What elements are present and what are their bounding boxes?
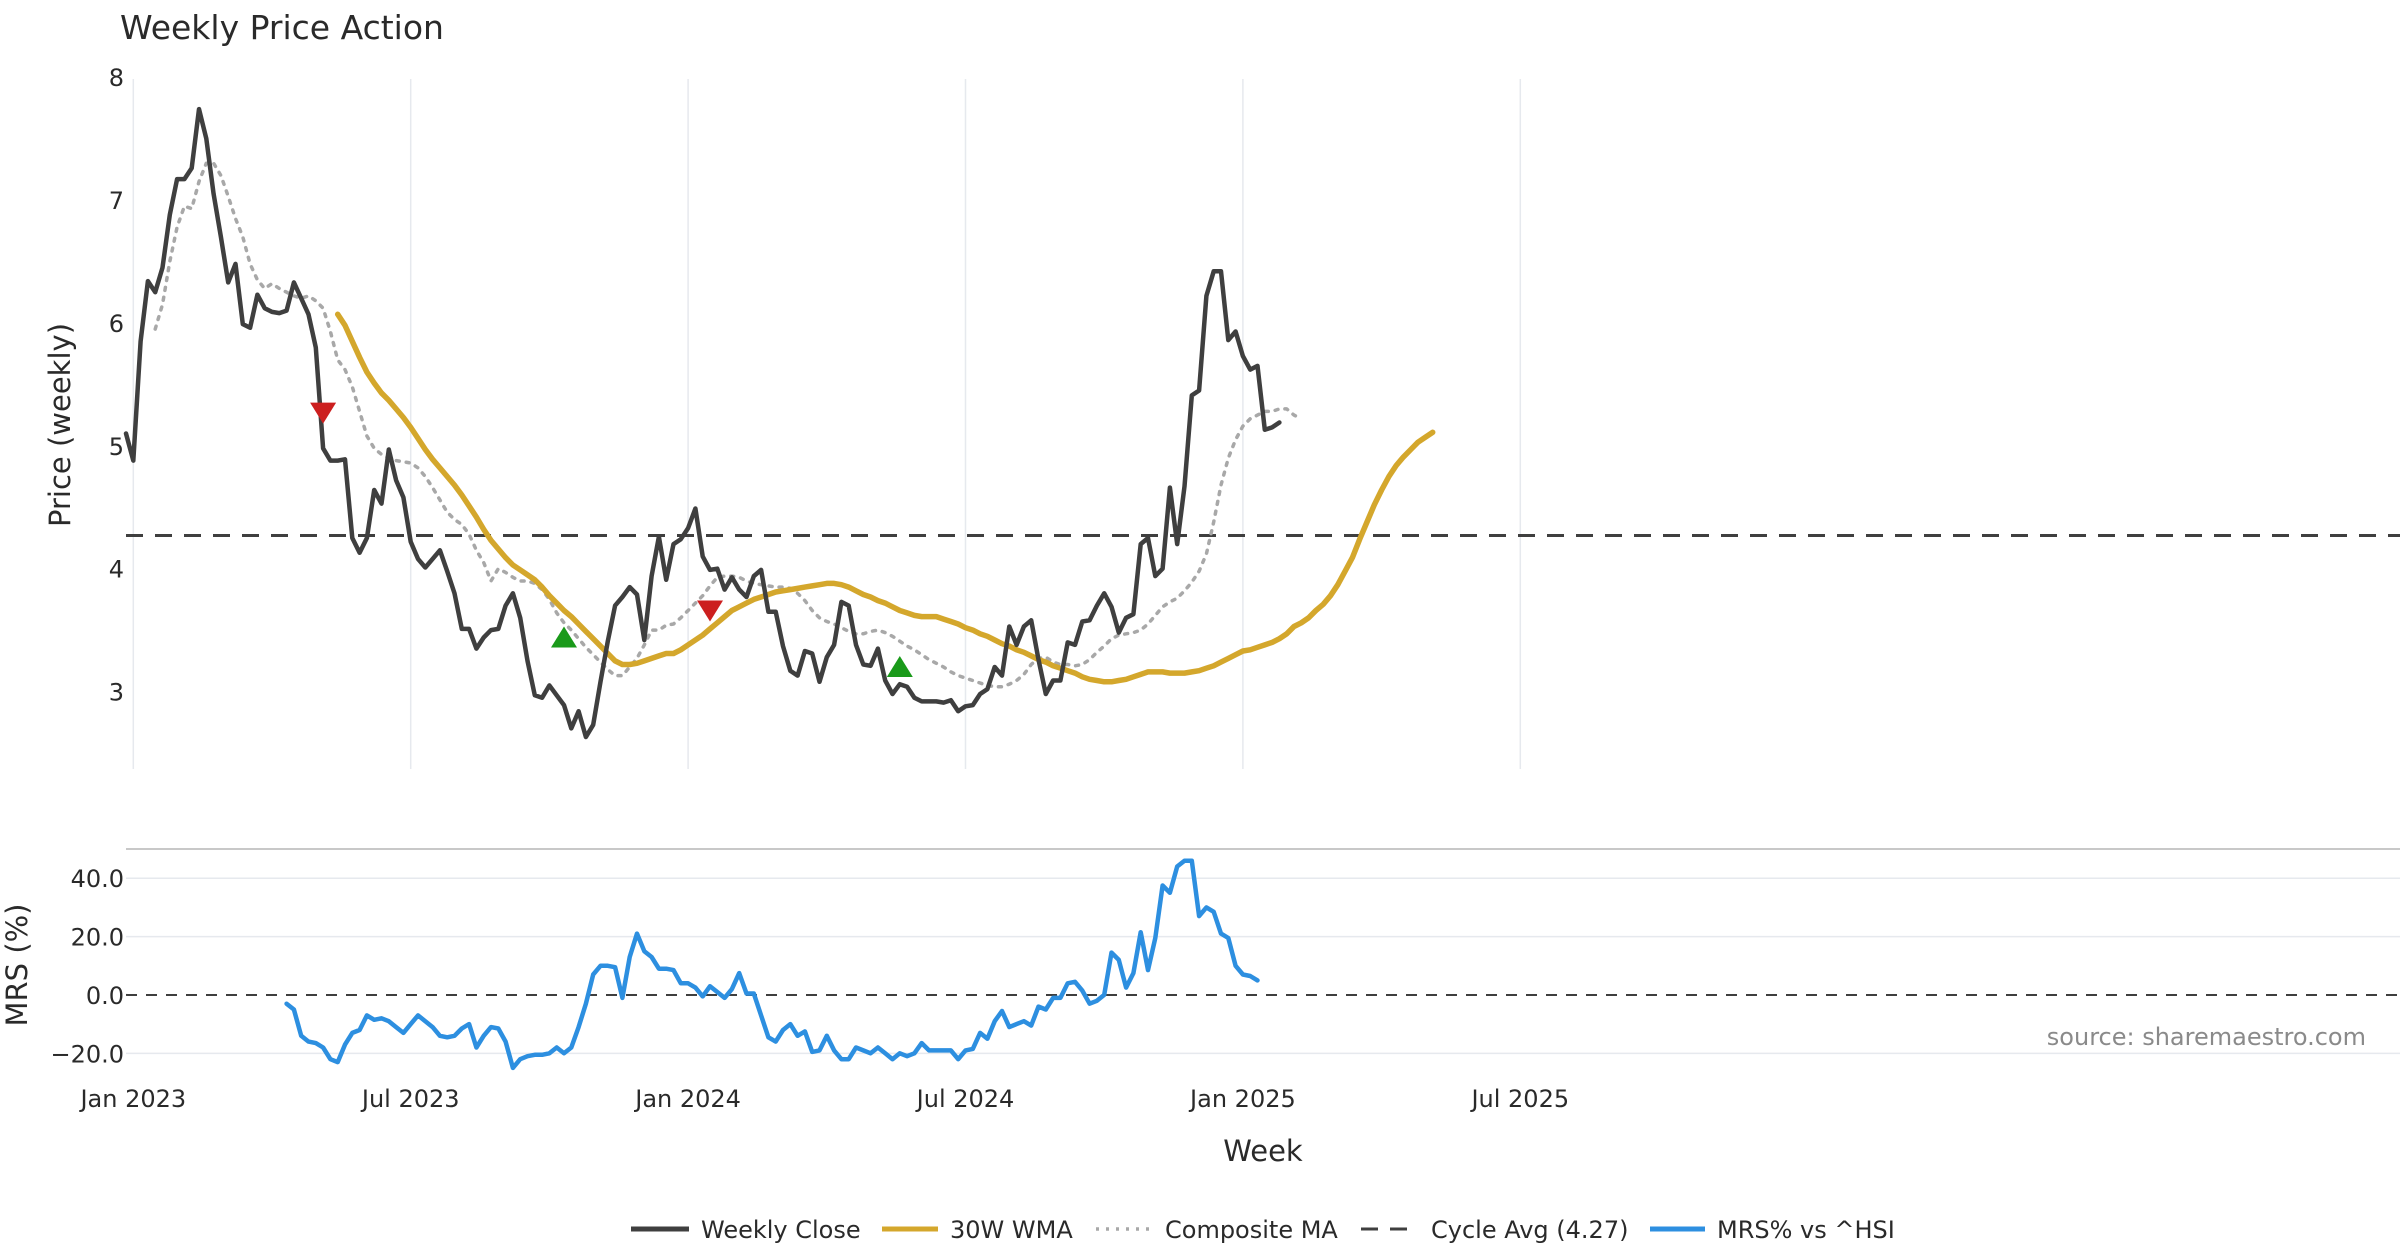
price-y-tick-label: 6 xyxy=(109,310,124,338)
tick-layer: Jan 2023 Jul 2023 Jan 2024 Jul 2024 Jan 2025… xyxy=(50,64,1569,1113)
price-y-tick-label: 4 xyxy=(109,556,124,584)
series-layer xyxy=(123,106,1436,1071)
buy-signal-marker xyxy=(886,656,913,678)
reference-lines xyxy=(126,534,2400,996)
legend-label-cycle-avg: Cycle Avg (4.27) xyxy=(1431,1216,1628,1244)
mrs-y-tick-label: 40.0 xyxy=(71,865,124,893)
x-tick-label: Jul 2023 xyxy=(360,1085,460,1113)
x-axis-title: Week xyxy=(1223,1134,1303,1168)
x-tick-label: Jan 2025 xyxy=(1188,1085,1296,1113)
sell-signal-marker xyxy=(310,402,337,424)
series-line-weekly-close xyxy=(123,106,1282,740)
price-y-tick-label: 8 xyxy=(109,64,124,92)
mrs-y-tick-label: 20.0 xyxy=(71,924,124,952)
legend-label-weekly-close: Weekly Close xyxy=(701,1216,861,1244)
x-tick-label: Jul 2024 xyxy=(915,1085,1015,1113)
series-line-mrs-vs-hsi xyxy=(284,858,1260,1071)
price-y-tick-label: 3 xyxy=(109,679,124,707)
price-axis-title: Price (weekly) xyxy=(43,323,77,527)
chart-title: Weekly Price Action xyxy=(120,8,444,47)
series-line-composite-ma xyxy=(153,161,1304,689)
price-y-tick-label: 5 xyxy=(109,433,124,461)
x-tick-label: Jan 2023 xyxy=(78,1085,186,1113)
x-tick-label: Jul 2025 xyxy=(1469,1085,1569,1113)
legend-label-mrs: MRS% vs ^HSI xyxy=(1717,1216,1895,1244)
legend-label-composite-ma: Composite MA xyxy=(1165,1216,1338,1244)
mrs-y-tick-label: −20.0 xyxy=(50,1040,124,1068)
series-line-30w-wma xyxy=(334,311,1436,685)
signal-markers xyxy=(310,402,913,678)
sell-signal-marker xyxy=(697,600,723,622)
price-y-tick-label: 7 xyxy=(109,187,124,215)
source-note: source: sharemaestro.com xyxy=(2047,1023,2366,1051)
legend-label-30w-wma: 30W WMA xyxy=(950,1216,1073,1244)
mrs-axis-title: MRS (%) xyxy=(0,904,34,1027)
chart-legend: Weekly Close 30W WMA Composite MA Cycle … xyxy=(631,1216,1895,1244)
mrs-y-tick-label: 0.0 xyxy=(86,982,124,1010)
grid-layer xyxy=(126,79,2400,1055)
buy-signal-marker xyxy=(551,626,577,648)
x-tick-label: Jan 2024 xyxy=(633,1085,741,1113)
